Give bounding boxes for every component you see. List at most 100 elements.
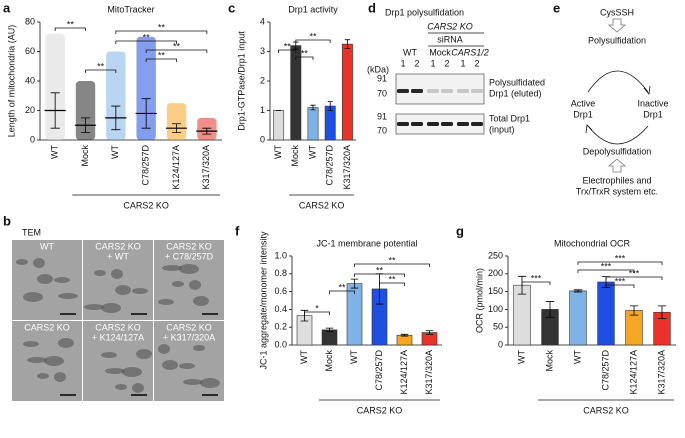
error-bar bbox=[657, 305, 667, 320]
error-bar bbox=[50, 92, 60, 129]
band bbox=[441, 89, 453, 93]
error-bar bbox=[111, 105, 121, 131]
significance-label: ** bbox=[388, 274, 396, 284]
organelle bbox=[122, 367, 142, 377]
diagram-text: Trx/TrxR system etc. bbox=[576, 186, 658, 196]
image-label: CARS2 KO bbox=[95, 322, 141, 332]
error-bar bbox=[171, 123, 182, 134]
chart-title: Drp1 activity bbox=[288, 4, 338, 14]
significance-label: *** bbox=[629, 268, 640, 278]
organelle bbox=[162, 265, 182, 271]
diagram-text: Drp1 bbox=[643, 109, 663, 119]
arrowhead bbox=[585, 124, 593, 134]
significance-bracket bbox=[329, 290, 355, 294]
x-tick-label: Mock bbox=[290, 145, 300, 167]
marker-label: 91 bbox=[377, 111, 387, 121]
blot-panel: Drp1 polysulfidation CARS2 KO siRNA WT M… bbox=[367, 7, 545, 135]
arrow bbox=[587, 125, 649, 145]
error-bar bbox=[344, 39, 350, 49]
band bbox=[471, 89, 483, 93]
y-tick-label: 4 bbox=[260, 16, 265, 26]
significance-bracket bbox=[354, 273, 405, 277]
significance-label: *** bbox=[601, 261, 612, 271]
band bbox=[411, 122, 423, 126]
lane-label: 1 bbox=[430, 58, 435, 68]
error-bar bbox=[425, 330, 434, 335]
point-cloud bbox=[136, 36, 156, 140]
organelle bbox=[158, 344, 170, 354]
significance-label: ** bbox=[338, 282, 346, 292]
organelle bbox=[115, 384, 127, 390]
band bbox=[457, 122, 469, 126]
bar bbox=[569, 290, 587, 346]
organelle bbox=[37, 373, 49, 379]
organelle bbox=[189, 280, 201, 290]
error-bar bbox=[141, 98, 151, 129]
significance-bracket bbox=[115, 30, 208, 34]
x-tick-label: WT bbox=[307, 145, 317, 159]
chart-title: JC-1 membrane potential bbox=[316, 238, 417, 248]
x-tick-label: WT bbox=[110, 145, 120, 159]
bar bbox=[625, 310, 643, 346]
x-tick-label: K317/320A bbox=[424, 350, 434, 395]
y-tick-label: 3 bbox=[260, 46, 265, 56]
x-tick-label: Mock bbox=[544, 350, 554, 372]
chart-title: MitoTracker bbox=[107, 4, 154, 14]
organelle bbox=[193, 296, 209, 306]
image-label: WT bbox=[40, 241, 54, 251]
error-bar bbox=[202, 127, 212, 135]
error-bar bbox=[629, 305, 639, 316]
organelle bbox=[158, 299, 174, 305]
y-tick-label: 0 bbox=[30, 134, 35, 144]
organelle bbox=[101, 303, 121, 313]
error-bar bbox=[350, 278, 359, 289]
organelle bbox=[27, 357, 47, 363]
image-label: + WT bbox=[107, 251, 129, 261]
x-tick-label: WT bbox=[273, 145, 283, 159]
significance-label: ** bbox=[173, 41, 181, 51]
error-bar bbox=[325, 327, 334, 333]
y-tick-label: 200 bbox=[488, 268, 503, 278]
image-label: + K317/320A bbox=[163, 332, 215, 342]
significance-label: *** bbox=[615, 276, 626, 286]
y-tick-label: 1.0 bbox=[274, 250, 287, 260]
blot-label: Drp1 (eluted) bbox=[489, 88, 542, 98]
significance-bracket bbox=[354, 263, 430, 267]
significance-bracket bbox=[145, 58, 177, 62]
error-bar bbox=[517, 275, 527, 295]
organelle bbox=[44, 356, 64, 366]
band bbox=[397, 122, 409, 126]
organelle bbox=[172, 281, 184, 287]
group-label: CARS1/2 bbox=[451, 47, 489, 57]
significance-label: ** bbox=[284, 41, 292, 51]
organelle bbox=[16, 259, 28, 265]
significance-label: ** bbox=[143, 32, 151, 42]
ko-label: CARS2 KO bbox=[427, 21, 473, 31]
x-tick-label: WT bbox=[572, 350, 582, 364]
group-label: CARS2 KO bbox=[299, 200, 345, 210]
x-tick-label: Mock bbox=[324, 350, 334, 372]
arrow bbox=[607, 158, 627, 173]
organelle bbox=[162, 360, 178, 370]
significance-label: *** bbox=[531, 273, 542, 283]
organelle bbox=[37, 274, 53, 284]
y-tick-label: 20 bbox=[25, 105, 35, 115]
y-tick-label: 80 bbox=[25, 16, 35, 26]
significance-label: ** bbox=[376, 265, 384, 275]
organelle bbox=[179, 363, 195, 369]
organelle bbox=[101, 352, 117, 358]
group-label: Mock bbox=[429, 47, 451, 57]
diagram-panel: CysSSH Polysulfidation Active Drp1 Inact… bbox=[571, 7, 669, 196]
organelle bbox=[111, 269, 123, 279]
bar bbox=[321, 329, 338, 346]
y-tick-label: 0.6 bbox=[274, 286, 287, 296]
band bbox=[427, 89, 439, 93]
x-tick-label: K124/127A bbox=[399, 350, 409, 395]
bar bbox=[396, 334, 413, 346]
significance-bracket bbox=[295, 39, 331, 43]
x-tick-label: K317/320A bbox=[656, 350, 666, 395]
y-tick-label: 100 bbox=[488, 304, 503, 314]
organelle bbox=[136, 349, 152, 359]
organelle bbox=[132, 288, 148, 294]
